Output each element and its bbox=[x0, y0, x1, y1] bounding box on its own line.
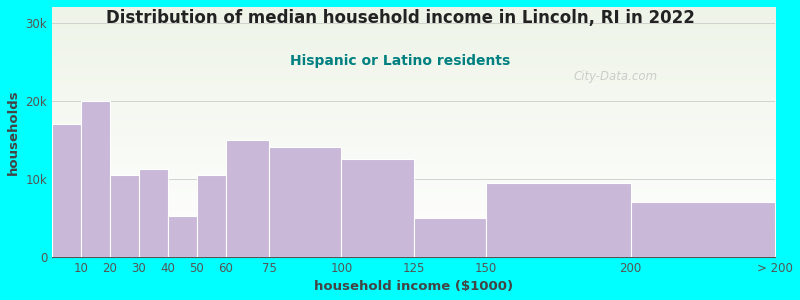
Bar bbox=[630, 202, 775, 256]
Bar bbox=[110, 175, 139, 256]
Bar bbox=[486, 182, 630, 256]
Bar bbox=[414, 218, 486, 256]
Bar bbox=[197, 175, 226, 256]
Text: City-Data.com: City-Data.com bbox=[574, 70, 658, 83]
Text: Distribution of median household income in Lincoln, RI in 2022: Distribution of median household income … bbox=[106, 9, 694, 27]
Y-axis label: households: households bbox=[7, 89, 20, 175]
Bar bbox=[52, 124, 81, 256]
Text: Hispanic or Latino residents: Hispanic or Latino residents bbox=[290, 54, 510, 68]
X-axis label: household income ($1000): household income ($1000) bbox=[314, 280, 513, 293]
Bar bbox=[139, 169, 168, 256]
Bar bbox=[81, 100, 110, 256]
Bar bbox=[342, 159, 414, 256]
Bar bbox=[168, 216, 197, 256]
Bar bbox=[269, 147, 342, 256]
Bar bbox=[226, 140, 269, 256]
